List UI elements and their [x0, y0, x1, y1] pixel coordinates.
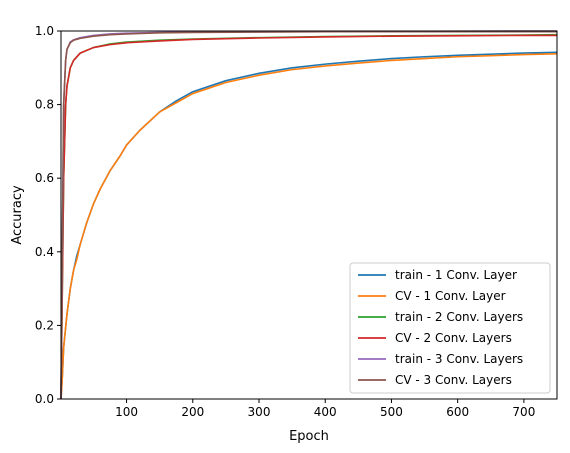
y-tick-label: 0.6 — [35, 171, 54, 185]
legend: train - 1 Conv. Layer CV - 1 Conv. Layer t… — [349, 262, 551, 394]
y-tick-label: 0.8 — [35, 98, 54, 112]
legend-label: train - 2 Conv. Layers — [395, 310, 523, 324]
legend-label: train - 3 Conv. Layers — [395, 352, 523, 366]
y-tick-label: 0.4 — [35, 245, 54, 259]
legend-label: CV - 3 Conv. Layers — [395, 373, 512, 387]
x-tick-label: 700 — [512, 405, 535, 419]
series-line-4 — [60, 34, 557, 400]
ticks-layer: 100 200 300 400 500 600 700 0.0 0.2 0.4 0.6 0.8 1.0 — [35, 24, 535, 419]
x-tick-label: 300 — [248, 405, 271, 419]
x-tick-label: 600 — [446, 405, 469, 419]
x-tick-label: 100 — [115, 405, 138, 419]
legend-label: CV - 1 Conv. Layer — [395, 289, 506, 303]
y-axis-label: Accuracy — [10, 185, 25, 245]
x-tick-label: 200 — [181, 405, 204, 419]
legend-box — [349, 262, 551, 394]
y-tick-label: 0.0 — [35, 392, 54, 406]
series-line-2 — [60, 53, 558, 400]
legend-label: train - 1 Conv. Layer — [395, 268, 517, 282]
x-tick-label: 500 — [380, 405, 403, 419]
x-tick-label: 400 — [314, 405, 337, 419]
y-tick-label: 0.2 — [35, 318, 54, 332]
y-tick-label: 1.0 — [35, 24, 54, 38]
series-line-6 — [60, 30, 557, 400]
series-layer — [60, 30, 558, 400]
plot-frame — [60, 30, 558, 400]
x-axis-label: Epoch — [289, 429, 329, 444]
legend-label: CV - 2 Conv. Layers — [395, 331, 512, 345]
